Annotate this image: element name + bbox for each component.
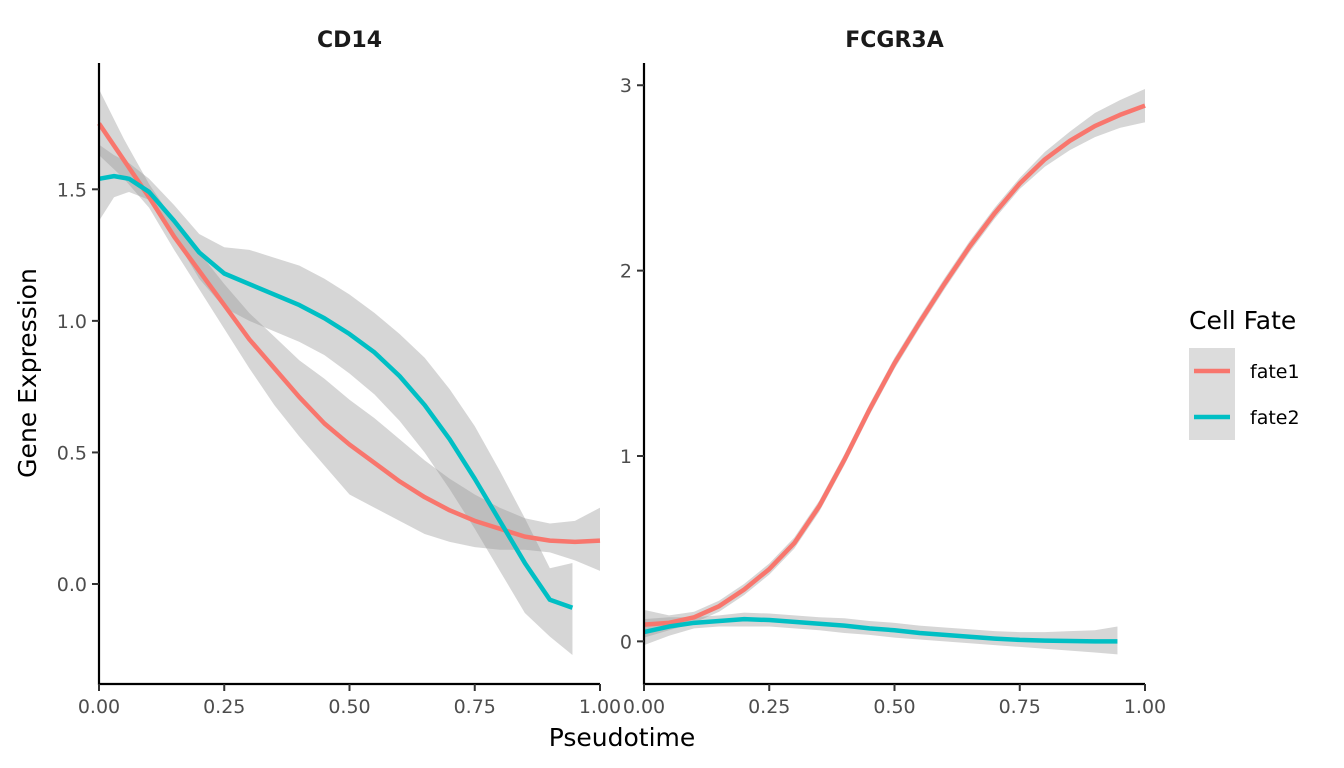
- legend-label-fate1: fate1: [1250, 361, 1300, 383]
- series-line-fate2: [643, 616, 1118, 644]
- x-tick-label: 1.00: [579, 696, 621, 718]
- series-line-fate1: [97, 122, 601, 545]
- y-tick-label: 1.5: [57, 179, 87, 201]
- x-tick-label: 0.00: [623, 696, 665, 718]
- x-tick-label: 0.50: [328, 696, 370, 718]
- confidence-ribbon-fate1: [99, 89, 600, 571]
- legend-items: fate1 fate2: [1194, 361, 1300, 429]
- series-line-fate2: [98, 173, 574, 610]
- series-line-fate1: [643, 103, 1146, 627]
- y-tick-label: 0.5: [57, 442, 87, 464]
- panel-fcgr3a: FCGR3A 0.00 0.25 0.50 0.75 1.00 0 1 2 3: [620, 28, 1166, 718]
- panel-title: CD14: [317, 28, 382, 53]
- panel-cd14: CD14 0.00 0.25 0.50 0.75 1.00 0.0 0.5 1.0 1.5: [57, 28, 621, 718]
- x-axis-title: Pseudotime: [549, 723, 696, 752]
- legend-title: Cell Fate: [1189, 306, 1296, 335]
- y-tick-label: 1.0: [57, 311, 87, 333]
- legend-key-background: [1189, 348, 1235, 440]
- y-tick-label: 0.0: [57, 574, 87, 596]
- legend: Cell Fate fate1 fate2: [1189, 306, 1300, 440]
- confidence-ribbon-fate2: [99, 144, 573, 656]
- y-axis-title: Gene Expression: [13, 268, 42, 478]
- y-tick-label: 3: [620, 75, 632, 97]
- panel-title: FCGR3A: [845, 28, 944, 53]
- x-tick-label: 0.00: [78, 696, 120, 718]
- x-tick-label: 0.75: [999, 696, 1041, 718]
- y-tick-label: 0: [620, 631, 632, 653]
- x-tick-label: 0.25: [748, 696, 790, 718]
- x-tick-label: 0.75: [454, 696, 496, 718]
- confidence-ribbon-fate2: [644, 612, 1118, 655]
- x-tick-label: 0.25: [203, 696, 245, 718]
- legend-label-fate2: fate2: [1250, 407, 1300, 429]
- y-tick-label: 2: [620, 261, 632, 283]
- chart-panels: CD14 0.00 0.25 0.50 0.75 1.00 0.0 0.5 1.0 1.5 FCGR…: [57, 28, 1166, 718]
- y-tick-label: 1: [620, 446, 632, 468]
- x-tick-label: 1.00: [1124, 696, 1166, 718]
- x-tick-label: 0.50: [873, 696, 915, 718]
